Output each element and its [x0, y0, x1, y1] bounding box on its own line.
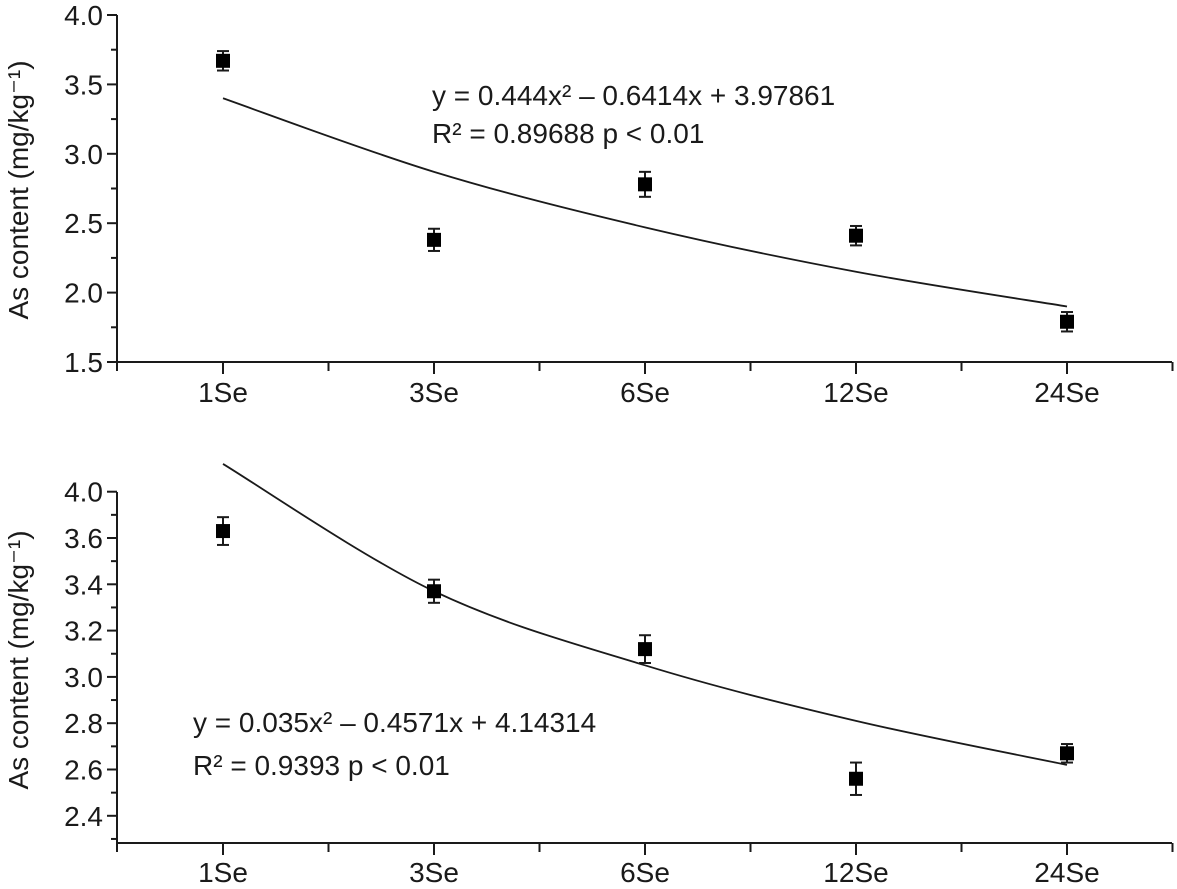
fit-curve: [222, 97, 1068, 308]
x-tick-label: 1Se: [198, 857, 248, 888]
y-tick-label: 2.5: [64, 208, 103, 239]
x-tick-label: 12Se: [823, 377, 888, 408]
y-tick-label: 3.5: [64, 69, 103, 100]
data-point: [638, 642, 652, 657]
y-tick-label: 2.6: [64, 755, 103, 786]
data-point: [849, 228, 863, 243]
y-tick-label: 1.5: [64, 347, 103, 378]
y-tick-label: 2.0: [64, 278, 103, 309]
data-point: [427, 232, 441, 247]
y-tick-label: 3.6: [64, 523, 103, 554]
fit-stats: R² = 0.89688 p < 0.01: [432, 118, 704, 149]
y-tick-label: 4.0: [64, 477, 103, 508]
data-point: [1060, 314, 1074, 329]
fit-stats: R² = 0.9393 p < 0.01: [193, 750, 450, 781]
y-tick-label: 2.8: [64, 708, 103, 739]
y-axis-label: As content (mg/kg⁻¹): [3, 530, 34, 789]
y-tick-label: 4.0: [64, 0, 103, 31]
x-tick-label: 12Se: [823, 857, 888, 888]
x-tick-label: 24Se: [1034, 857, 1099, 888]
x-tick-label: 1Se: [198, 377, 248, 408]
data-point: [216, 53, 230, 68]
y-tick-label: 3.2: [64, 616, 103, 647]
x-tick-label: 6Se: [620, 857, 670, 888]
x-tick-label: 3Se: [409, 857, 459, 888]
data-point: [638, 177, 652, 192]
data-point: [849, 771, 863, 786]
x-tick-label: 24Se: [1034, 377, 1099, 408]
data-point: [427, 584, 441, 599]
y-tick-label: 3.0: [64, 139, 103, 170]
fit-curve: [222, 463, 1068, 766]
y-tick-label: 3.0: [64, 662, 103, 693]
bottom-panel: As content (mg/kg⁻¹) y = 0.035x² – 0.457…: [3, 463, 1174, 888]
x-tick-label: 6Se: [620, 377, 670, 408]
y-tick-label: 2.4: [64, 801, 103, 832]
y-tick-label: 3.4: [64, 569, 103, 600]
fit-equation: y = 0.444x² – 0.6414x + 3.97861: [432, 80, 835, 111]
data-point: [1060, 746, 1074, 761]
y-axis-label: As content (mg/kg⁻¹): [3, 60, 34, 319]
x-tick-label: 3Se: [409, 377, 459, 408]
data-point: [216, 524, 230, 539]
fit-equation: y = 0.035x² – 0.4571x + 4.14314: [193, 707, 596, 738]
top-panel: As content (mg/kg⁻¹) y = 0.444x² – 0.641…: [3, 0, 1174, 408]
